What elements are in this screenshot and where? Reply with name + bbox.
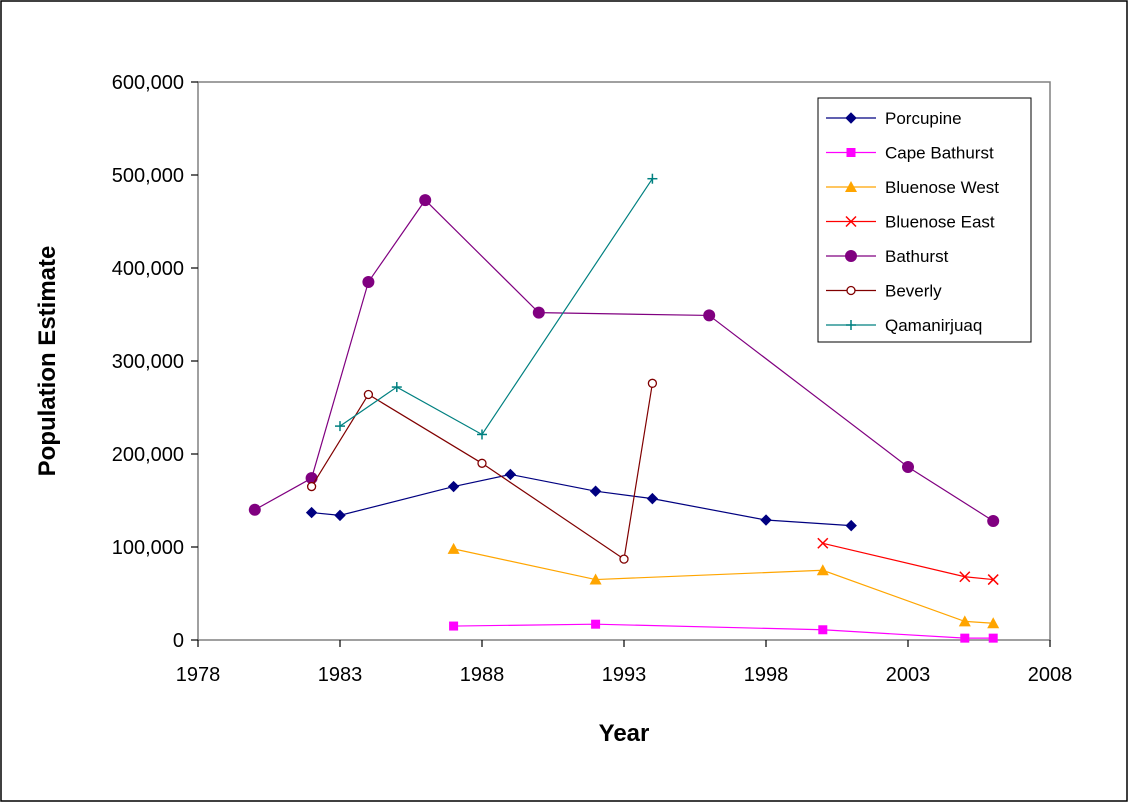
legend-marker bbox=[846, 285, 856, 296]
legend: Porcupine Cape Bathurst Bluenose West Bluen… bbox=[817, 97, 1032, 343]
legend-marker bbox=[845, 215, 857, 228]
y-tick-label: 0 bbox=[173, 630, 184, 652]
legend-item-bathurst: Bathurst bbox=[826, 247, 949, 266]
data-point-cape-bathurst bbox=[960, 633, 970, 643]
y-axis: 0 100,000 200,000 300,000 400,000 500,000 600,… bbox=[112, 72, 198, 652]
series-beverly bbox=[306, 378, 658, 564]
data-point-bluenose-east bbox=[817, 537, 829, 549]
legend-label: Porcupine bbox=[885, 109, 962, 128]
data-point-bluenose-west bbox=[447, 542, 460, 554]
x-axis: 1978 1983 1988 1993 1998 2003 2008 bbox=[176, 640, 1073, 686]
data-point-porcupine bbox=[305, 506, 318, 519]
legend-label: Beverly bbox=[885, 282, 942, 301]
data-point-bluenose-west bbox=[958, 615, 971, 627]
series-bathurst bbox=[248, 194, 1000, 527]
data-point-beverly bbox=[477, 458, 487, 468]
legend-marker bbox=[845, 250, 857, 262]
data-point-qamanirjuaq bbox=[647, 173, 658, 184]
y-axis-title: Population Estimate bbox=[34, 246, 61, 477]
data-point-beverly bbox=[619, 554, 629, 564]
series-layer bbox=[248, 173, 1000, 643]
data-point-beverly bbox=[363, 389, 374, 400]
data-point-bluenose-west bbox=[589, 573, 602, 585]
x-axis-title: Year bbox=[599, 720, 650, 747]
data-point-porcupine bbox=[447, 480, 460, 493]
x-tick-label: 1978 bbox=[176, 664, 221, 686]
x-tick-label: 1988 bbox=[460, 664, 505, 686]
legend-marker bbox=[845, 112, 857, 124]
data-point-cape-bathurst bbox=[449, 621, 459, 631]
x-tick-label: 1998 bbox=[744, 664, 789, 686]
legend-item-cape-bathurst: Cape Bathurst bbox=[826, 144, 994, 163]
series-bluenose-west bbox=[447, 542, 1000, 629]
legend-label: Bluenose West bbox=[885, 178, 999, 197]
data-point-bathurst bbox=[703, 309, 716, 322]
legend-label: Qamanirjuaq bbox=[885, 316, 982, 335]
data-point-bathurst bbox=[362, 275, 375, 288]
y-tick-label: 100,000 bbox=[112, 537, 184, 559]
data-point-bathurst bbox=[532, 306, 545, 319]
data-point-beverly bbox=[306, 481, 317, 492]
data-point-porcupine bbox=[845, 519, 857, 532]
series-line-porcupine bbox=[311, 473, 852, 527]
data-point-bluenose-east bbox=[987, 574, 999, 586]
series-porcupine bbox=[305, 468, 857, 532]
series-cape-bathurst bbox=[449, 619, 998, 643]
series-line-bathurst bbox=[254, 199, 994, 522]
y-tick-label: 200,000 bbox=[112, 444, 184, 466]
data-point-qamanirjuaq bbox=[335, 421, 345, 432]
data-point-bluenose-west bbox=[816, 564, 829, 576]
y-tick-label: 300,000 bbox=[112, 351, 184, 373]
y-tick-label: 600,000 bbox=[112, 72, 184, 94]
legend-marker bbox=[845, 181, 857, 192]
x-tick-label: 2008 bbox=[1028, 664, 1073, 686]
y-tick-label: 500,000 bbox=[112, 165, 184, 187]
x-tick-label: 1993 bbox=[602, 664, 647, 686]
legend-item-qamanirjuaq: Qamanirjuaq bbox=[826, 316, 982, 335]
data-point-bathurst bbox=[902, 461, 914, 474]
data-point-porcupine bbox=[334, 509, 346, 522]
data-point-porcupine bbox=[589, 485, 602, 497]
data-point-bluenose-east bbox=[959, 571, 971, 583]
legend-item-bluenose-west: Bluenose West bbox=[826, 178, 999, 197]
series-line-qamanirjuaq bbox=[339, 178, 653, 436]
x-tick-label: 2003 bbox=[886, 664, 931, 686]
legend-item-porcupine: Porcupine bbox=[826, 109, 962, 128]
data-point-qamanirjuaq bbox=[477, 429, 487, 440]
data-point-bathurst bbox=[987, 514, 1000, 527]
legend-label: Bluenose East bbox=[885, 213, 995, 232]
data-point-beverly bbox=[647, 378, 658, 388]
legend-label: Cape Bathurst bbox=[885, 144, 994, 163]
legend-marker bbox=[846, 320, 856, 330]
series-qamanirjuaq bbox=[335, 173, 658, 440]
data-point-cape-bathurst bbox=[988, 633, 998, 643]
data-point-bathurst bbox=[248, 503, 261, 516]
data-point-bluenose-west bbox=[987, 617, 1000, 629]
y-tick-label: 400,000 bbox=[112, 258, 184, 280]
legend-label: Bathurst bbox=[885, 247, 949, 266]
legend-marker bbox=[846, 148, 856, 157]
series-bluenose-east bbox=[817, 537, 999, 586]
data-point-cape-bathurst bbox=[818, 625, 828, 635]
data-point-porcupine bbox=[504, 468, 517, 481]
x-tick-label: 1983 bbox=[318, 664, 363, 686]
legend-item-bluenose-east: Bluenose East bbox=[826, 213, 995, 232]
data-point-porcupine bbox=[646, 492, 659, 505]
legend-item-beverly: Beverly bbox=[826, 282, 942, 301]
data-point-cape-bathurst bbox=[591, 619, 601, 629]
data-point-porcupine bbox=[760, 514, 772, 526]
data-point-qamanirjuaq bbox=[391, 382, 402, 393]
data-point-bathurst bbox=[419, 194, 432, 207]
